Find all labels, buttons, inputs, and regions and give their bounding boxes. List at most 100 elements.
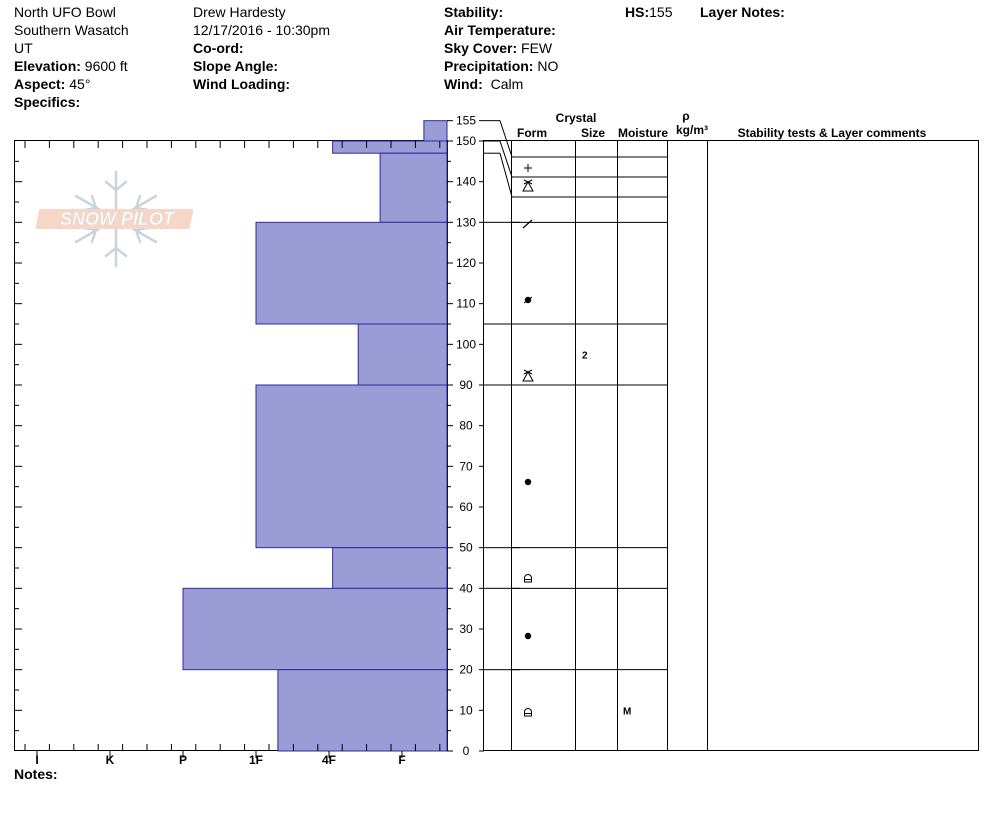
hs-field: HS:155 bbox=[625, 3, 672, 21]
hoar-triangle bbox=[522, 180, 534, 192]
col-density-unit: kg/m³ bbox=[676, 123, 708, 137]
hardness-axis-labels: I K P 1F 4F F bbox=[35, 753, 405, 767]
depth-label-80: 80 bbox=[459, 419, 473, 433]
specifics-field: Specifics: bbox=[14, 93, 80, 111]
form-symbol-faceted bbox=[524, 574, 532, 583]
specifics-label: Specifics: bbox=[14, 94, 81, 110]
depth-label-30: 30 bbox=[459, 622, 473, 636]
row-connector-slant-150 bbox=[499, 140, 513, 178]
layer-moisture-8: M bbox=[623, 706, 631, 717]
depth-label-60: 60 bbox=[459, 500, 473, 514]
wind-value: Calm bbox=[490, 76, 524, 92]
form-symbol-surface-hoar bbox=[522, 369, 534, 382]
aspect-label: Aspect: bbox=[14, 76, 66, 92]
elevation-value: 9600 ft bbox=[84, 58, 128, 74]
aspect-value: 45° bbox=[69, 76, 91, 92]
layer-table: Crystal Form Size Moisture ρ kg/m³ Stabi… bbox=[483, 109, 979, 751]
col-rho-heading: ρ bbox=[682, 109, 689, 123]
depth-label-110: 110 bbox=[456, 297, 475, 311]
row-connector-slant-147 bbox=[499, 153, 513, 198]
hardness-bar-6 bbox=[332, 547, 448, 589]
precip-label: Precipitation: bbox=[444, 58, 534, 74]
depth-label-50: 50 bbox=[459, 541, 473, 555]
hardness-bar-3 bbox=[255, 221, 448, 325]
wind-loading-field: Wind Loading: bbox=[193, 75, 290, 93]
table-rows bbox=[484, 120, 667, 671]
hardness-label-K: K bbox=[106, 753, 115, 767]
depth-label-155: 155 bbox=[456, 114, 476, 128]
air-temp-label: Air Temperature: bbox=[444, 22, 556, 38]
wind-loading-label: Wind Loading: bbox=[193, 76, 291, 92]
stability-field: Stability: bbox=[444, 3, 503, 21]
hardness-label-F: F bbox=[398, 753, 405, 767]
elevation-field: Elevation: 9600 ft bbox=[14, 57, 128, 75]
col-crystal-heading: Crystal bbox=[556, 111, 597, 125]
faceted-cap bbox=[524, 574, 532, 583]
depth-label-0: 0 bbox=[463, 744, 470, 758]
col-stability-heading: Stability tests & Layer comments bbox=[738, 126, 927, 140]
layer-notes-field: Layer Notes: bbox=[700, 3, 785, 21]
depth-label-100: 100 bbox=[456, 337, 476, 351]
observer-name: Drew Hardesty bbox=[193, 4, 286, 20]
decomp-slash bbox=[523, 296, 533, 304]
hardness-bar-0 bbox=[423, 120, 448, 142]
hardness-bar-4 bbox=[357, 323, 448, 386]
hoar-line-b bbox=[523, 369, 533, 375]
depth-label-120: 120 bbox=[456, 256, 476, 270]
snowpilot-logo: SNOW PILOT bbox=[35, 170, 194, 268]
air-temp-field: Air Temperature: bbox=[444, 21, 556, 39]
layer-notes-label: Layer Notes: bbox=[700, 4, 785, 20]
notes-label: Notes: bbox=[14, 766, 58, 782]
faceted-cap bbox=[524, 708, 532, 717]
form-symbol-slash bbox=[522, 219, 533, 229]
sky-label: Sky Cover: bbox=[444, 40, 518, 56]
form-symbol-round-dot bbox=[524, 632, 532, 640]
coord-label: Co-ord: bbox=[193, 40, 244, 56]
hardness-bar-1 bbox=[332, 140, 448, 154]
range-name: Southern Wasatch bbox=[14, 22, 129, 38]
coord-field: Co-ord: bbox=[193, 39, 244, 57]
hardness-bar-8 bbox=[277, 669, 448, 752]
hardness-axis-ticks bbox=[24, 141, 441, 758]
form-symbol-round-dot bbox=[524, 478, 532, 486]
form-symbol-rounding-decomposed bbox=[523, 296, 533, 304]
notes-field: Notes: bbox=[14, 765, 58, 783]
depth-label-90: 90 bbox=[459, 378, 473, 392]
slope-field: Slope Angle: bbox=[193, 57, 278, 75]
hardness-bar-5 bbox=[255, 384, 448, 549]
elevation-label: Elevation: bbox=[14, 58, 81, 74]
depth-label-20: 20 bbox=[459, 663, 473, 677]
hoar-triangle bbox=[522, 370, 534, 382]
col-size-heading: Size bbox=[581, 126, 605, 140]
depth-label-10: 10 bbox=[459, 703, 473, 717]
stability-label: Stability: bbox=[444, 4, 504, 20]
location-name: North UFO Bowl bbox=[14, 4, 116, 20]
row-connector-slant-155 bbox=[499, 120, 513, 158]
depth-label-150: 150 bbox=[456, 134, 476, 148]
sky-value: FEW bbox=[521, 40, 553, 56]
precip-field: Precipitation: NO bbox=[444, 57, 558, 75]
form-symbol-plus bbox=[524, 164, 532, 172]
depth-label-70: 70 bbox=[459, 459, 473, 473]
hardness-layers bbox=[182, 120, 448, 752]
hoar-line-b bbox=[523, 179, 533, 185]
depth-label-130: 130 bbox=[456, 215, 476, 229]
hs-label: HS: bbox=[625, 4, 650, 20]
observation-datetime: 12/17/2016 - 10:30pm bbox=[193, 22, 330, 38]
depth-label-140: 140 bbox=[456, 175, 476, 189]
hardness-label-P: P bbox=[179, 753, 187, 767]
hardness-bar-7 bbox=[182, 587, 448, 671]
col-moisture-heading: Moisture bbox=[618, 126, 668, 140]
hs-value: 155 bbox=[649, 4, 673, 20]
sky-field: Sky Cover: FEW bbox=[444, 39, 552, 57]
slope-label: Slope Angle: bbox=[193, 58, 279, 74]
hardness-label-1F: 1F bbox=[249, 753, 263, 767]
hardness-label-I: I bbox=[35, 753, 38, 767]
state-name: UT bbox=[14, 40, 33, 56]
wind-label: Wind: bbox=[444, 76, 483, 92]
depth-axis: 0 10 20 30 40 50 60 70 80 90 100 110 120 130 140 150 155 bbox=[14, 114, 484, 758]
layer-values: 2M bbox=[582, 351, 631, 718]
snowpilot-logo-text: SNOW PILOT bbox=[60, 209, 176, 229]
form-symbol-surface-hoar bbox=[522, 179, 534, 192]
